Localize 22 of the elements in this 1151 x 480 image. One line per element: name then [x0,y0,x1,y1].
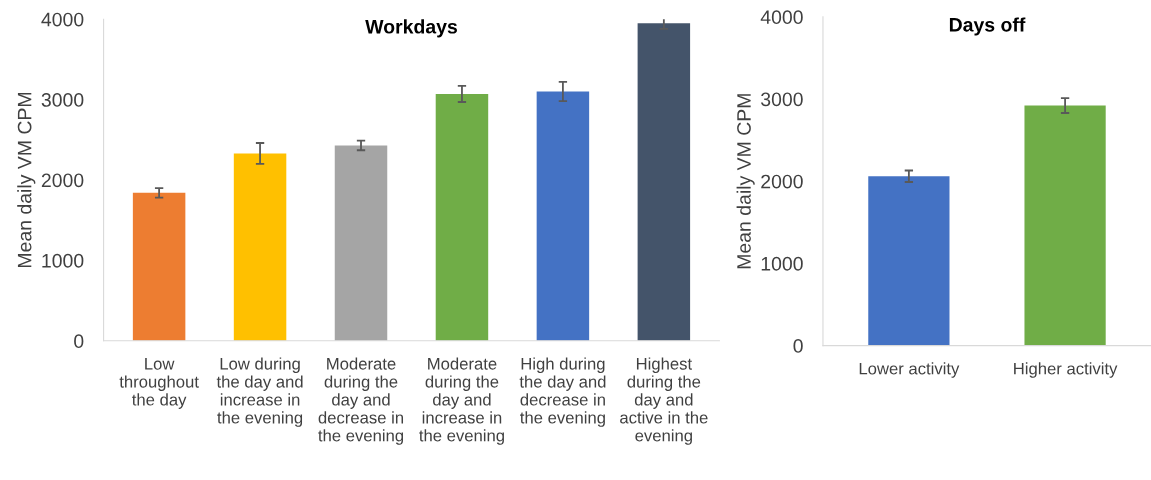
y-tick-label: 0 [793,339,803,353]
x-tick-label: Lower activity [859,362,960,378]
y-axis-title: Mean daily VM CPM [736,94,755,269]
chart-title: Workdays [365,19,457,38]
x-tick-label: High during the day and decrease in the evening [519,357,606,427]
y-tick-label: 2000 [41,173,84,188]
y-tick-label: 3000 [41,93,84,107]
x-tick-label: Low throughout the day [119,358,199,409]
x-tick-label: Higher activity [1014,362,1118,378]
x-tick-label: Moderate during the day and increase in the evening [419,357,504,445]
x-tick-label: Highest during the day and active in the evening [620,357,708,445]
y-tick-label: 4000 [41,12,84,27]
y-tick-label: 4000 [760,10,803,25]
y-tick-label: 2000 [761,174,803,189]
x-tick-label: Low during the day and increase in the evening [216,357,303,427]
x-tick-label: Moderate during the day and decrease in the evening [318,357,404,445]
y-tick-label: 0 [74,334,84,349]
chart-title: Days off [949,17,1026,36]
y-tick-label: 1000 [761,256,803,271]
y-axis-title: Mean daily VM CPM [17,92,36,268]
y-tick-label: 3000 [761,92,803,107]
y-tick-label: 1000 [42,253,84,268]
